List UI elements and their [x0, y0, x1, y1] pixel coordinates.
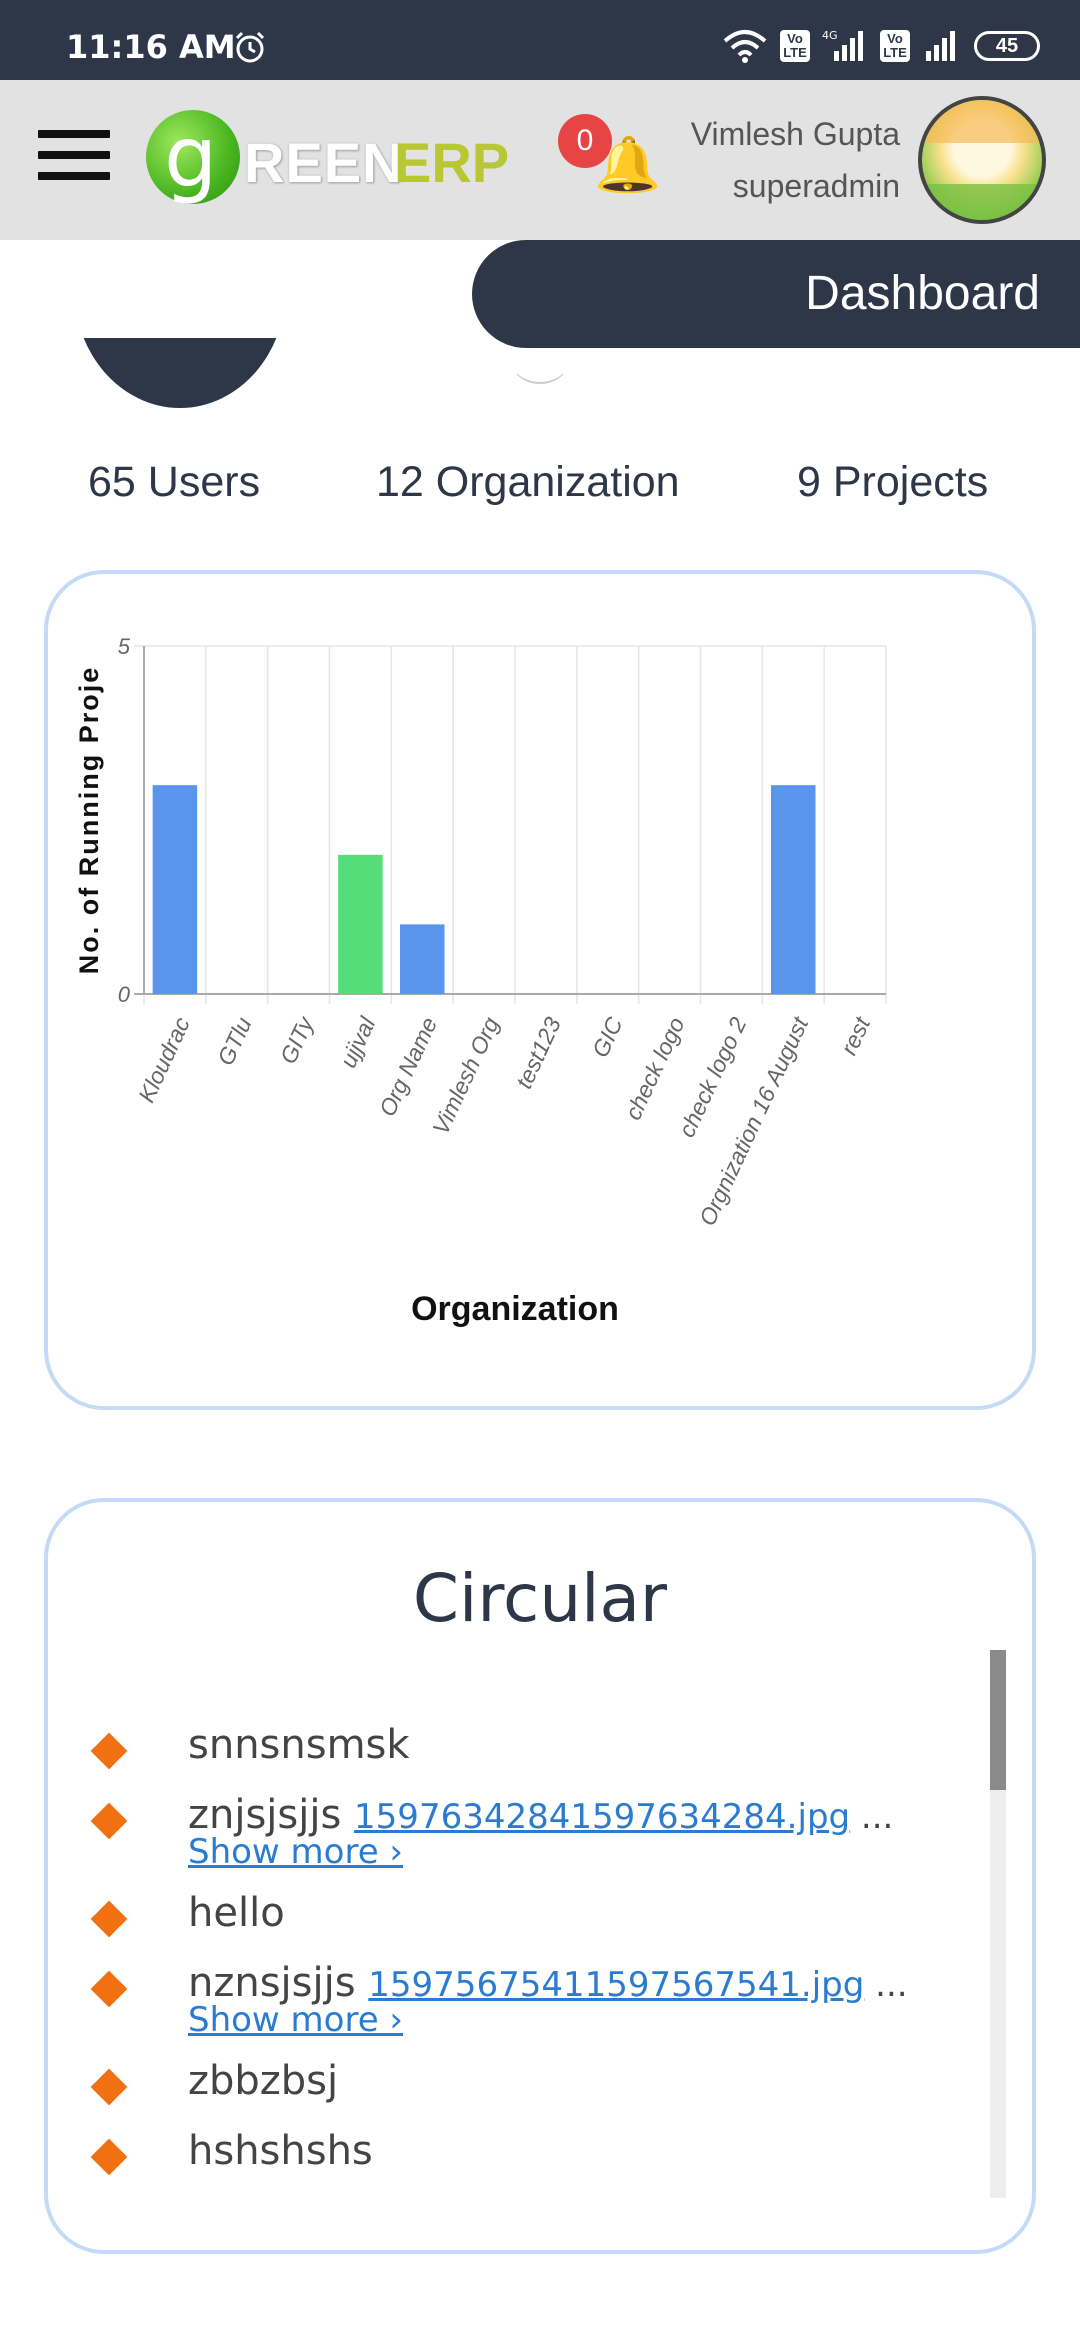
circular-item-text: snnsnsmsk — [188, 1722, 410, 1768]
projects-count: 9 Projects — [797, 458, 989, 506]
signal-icon: 4G — [822, 29, 863, 61]
circular-item: hshshshs — [88, 2128, 988, 2176]
status-time: 11:16 AM — [66, 28, 236, 66]
circular-item-text: hello — [188, 1890, 285, 1936]
signal-icon-2 — [926, 31, 955, 61]
organization-count: 12 Organization — [376, 458, 680, 506]
wifi-icon — [723, 30, 767, 63]
diamond-bullet-icon — [90, 2138, 128, 2176]
circular-card: Circular snnsnsmsk znjsjsjjs 159763428415… — [44, 1498, 1036, 2254]
x-tick-label: GIC — [587, 1013, 628, 1061]
x-tick-label: Orgnization 16 August — [694, 1012, 814, 1230]
y-tick-label: 5 — [118, 634, 131, 659]
circular-item: snnsnsmsk — [88, 1722, 988, 1770]
circular-item: hello — [88, 1890, 988, 1938]
chart-bar — [770, 785, 816, 994]
logo-reen: REEN — [244, 131, 404, 194]
show-more-link[interactable]: Show more › — [188, 1832, 404, 1872]
circular-item-text: nznsjsjjs — [188, 1960, 356, 2006]
green-erp-logo[interactable]: g REEN ERP — [146, 108, 510, 210]
chart-bar — [399, 924, 445, 994]
logo-g: g — [164, 108, 218, 206]
diamond-bullet-icon — [90, 1802, 128, 1840]
network-type: 4G — [822, 29, 838, 42]
y-tick-label: 0 — [118, 982, 131, 1007]
users-pie-chart-partial — [74, 338, 286, 408]
circular-item-text: hshshshs — [188, 2128, 373, 2174]
notifications-button[interactable]: 🔔 0 — [558, 114, 661, 214]
diamond-bullet-icon — [90, 1900, 128, 1938]
ellipsis: ... — [850, 1797, 894, 1837]
chart-bar — [338, 854, 383, 994]
x-tick-label: GITy — [275, 1012, 320, 1068]
x-tick-label: test123 — [510, 1013, 566, 1093]
diamond-bullet-icon — [90, 2068, 128, 2106]
attachment-link[interactable]: 15975675411597567541.jpg — [368, 1965, 865, 2005]
x-tick-label: Vimlesh Org — [427, 1013, 504, 1138]
app-header: g REEN ERP 🔔 0 Vimlesh Gupta superadmin — [0, 80, 1080, 240]
attachment-link[interactable]: 15976342841597634284.jpg — [354, 1797, 851, 1837]
user-name: Vimlesh Gupta — [690, 116, 900, 152]
logo-circle — [146, 110, 240, 204]
circular-list: snnsnsmsk znjsjsjjs 15976342841597634284.… — [88, 1722, 988, 2198]
x-tick-label: Kloudrac — [133, 1013, 195, 1107]
battery-icon: 45 — [974, 31, 1040, 61]
circular-item-text: zbbzbsj — [188, 2058, 339, 2104]
show-more-link[interactable]: Show more › — [188, 2000, 404, 2040]
lte-badge: Vo LTE — [780, 30, 810, 62]
circular-scrollbar-thumb[interactable] — [990, 1650, 1006, 1790]
circular-item: zbbzbsj — [88, 2058, 988, 2106]
diamond-bullet-icon — [90, 1732, 128, 1770]
menu-icon[interactable] — [38, 130, 110, 194]
x-tick-label: rest — [835, 1012, 875, 1059]
projects-chart-card: 0 5 Kloudrac GTlu GITy ujjval Org Name Vimlesh … — [44, 570, 1036, 1410]
circular-scrollbar[interactable] — [990, 1650, 1006, 2198]
avatar[interactable] — [918, 96, 1046, 224]
y-axis-title: No. of Running Proje — [74, 666, 104, 974]
circular-item-text: znjsjsjjs — [188, 1792, 342, 1838]
dashboard-title: Dashboard — [805, 267, 1040, 320]
user-role: superadmin — [732, 168, 900, 204]
x-axis-title: Organization — [411, 1290, 619, 1328]
diamond-bullet-icon — [90, 1970, 128, 2008]
users-count: 65 Users — [88, 458, 261, 506]
x-tick-label: check logo — [620, 1013, 690, 1124]
x-tick-label: GTlu — [212, 1013, 257, 1069]
lte-badge-2: Vo LTE — [880, 30, 910, 62]
ellipsis: ... — [864, 1965, 908, 2005]
x-tick-label: ujjval — [335, 1012, 381, 1071]
organization-pie-chart-partial — [508, 374, 572, 388]
x-tick-label: Org Name — [374, 1013, 442, 1120]
circular-title: Circular — [412, 1560, 668, 1637]
status-bar: 11:16 AM Vo LTE 4G Vo LTE 45 — [0, 0, 1080, 80]
logo-erp: ERP — [394, 131, 510, 194]
chart-bar — [152, 785, 198, 994]
circular-item: nznsjsjjs 15975675411597567541.jpg ... Sh… — [88, 1960, 988, 2040]
notification-badge: 0 — [558, 114, 612, 168]
circular-item: znjsjsjjs 15976342841597634284.jpg ... Sh… — [88, 1792, 988, 1872]
alarm-icon — [235, 31, 265, 63]
dashboard-tab[interactable]: Dashboard — [472, 240, 1080, 348]
